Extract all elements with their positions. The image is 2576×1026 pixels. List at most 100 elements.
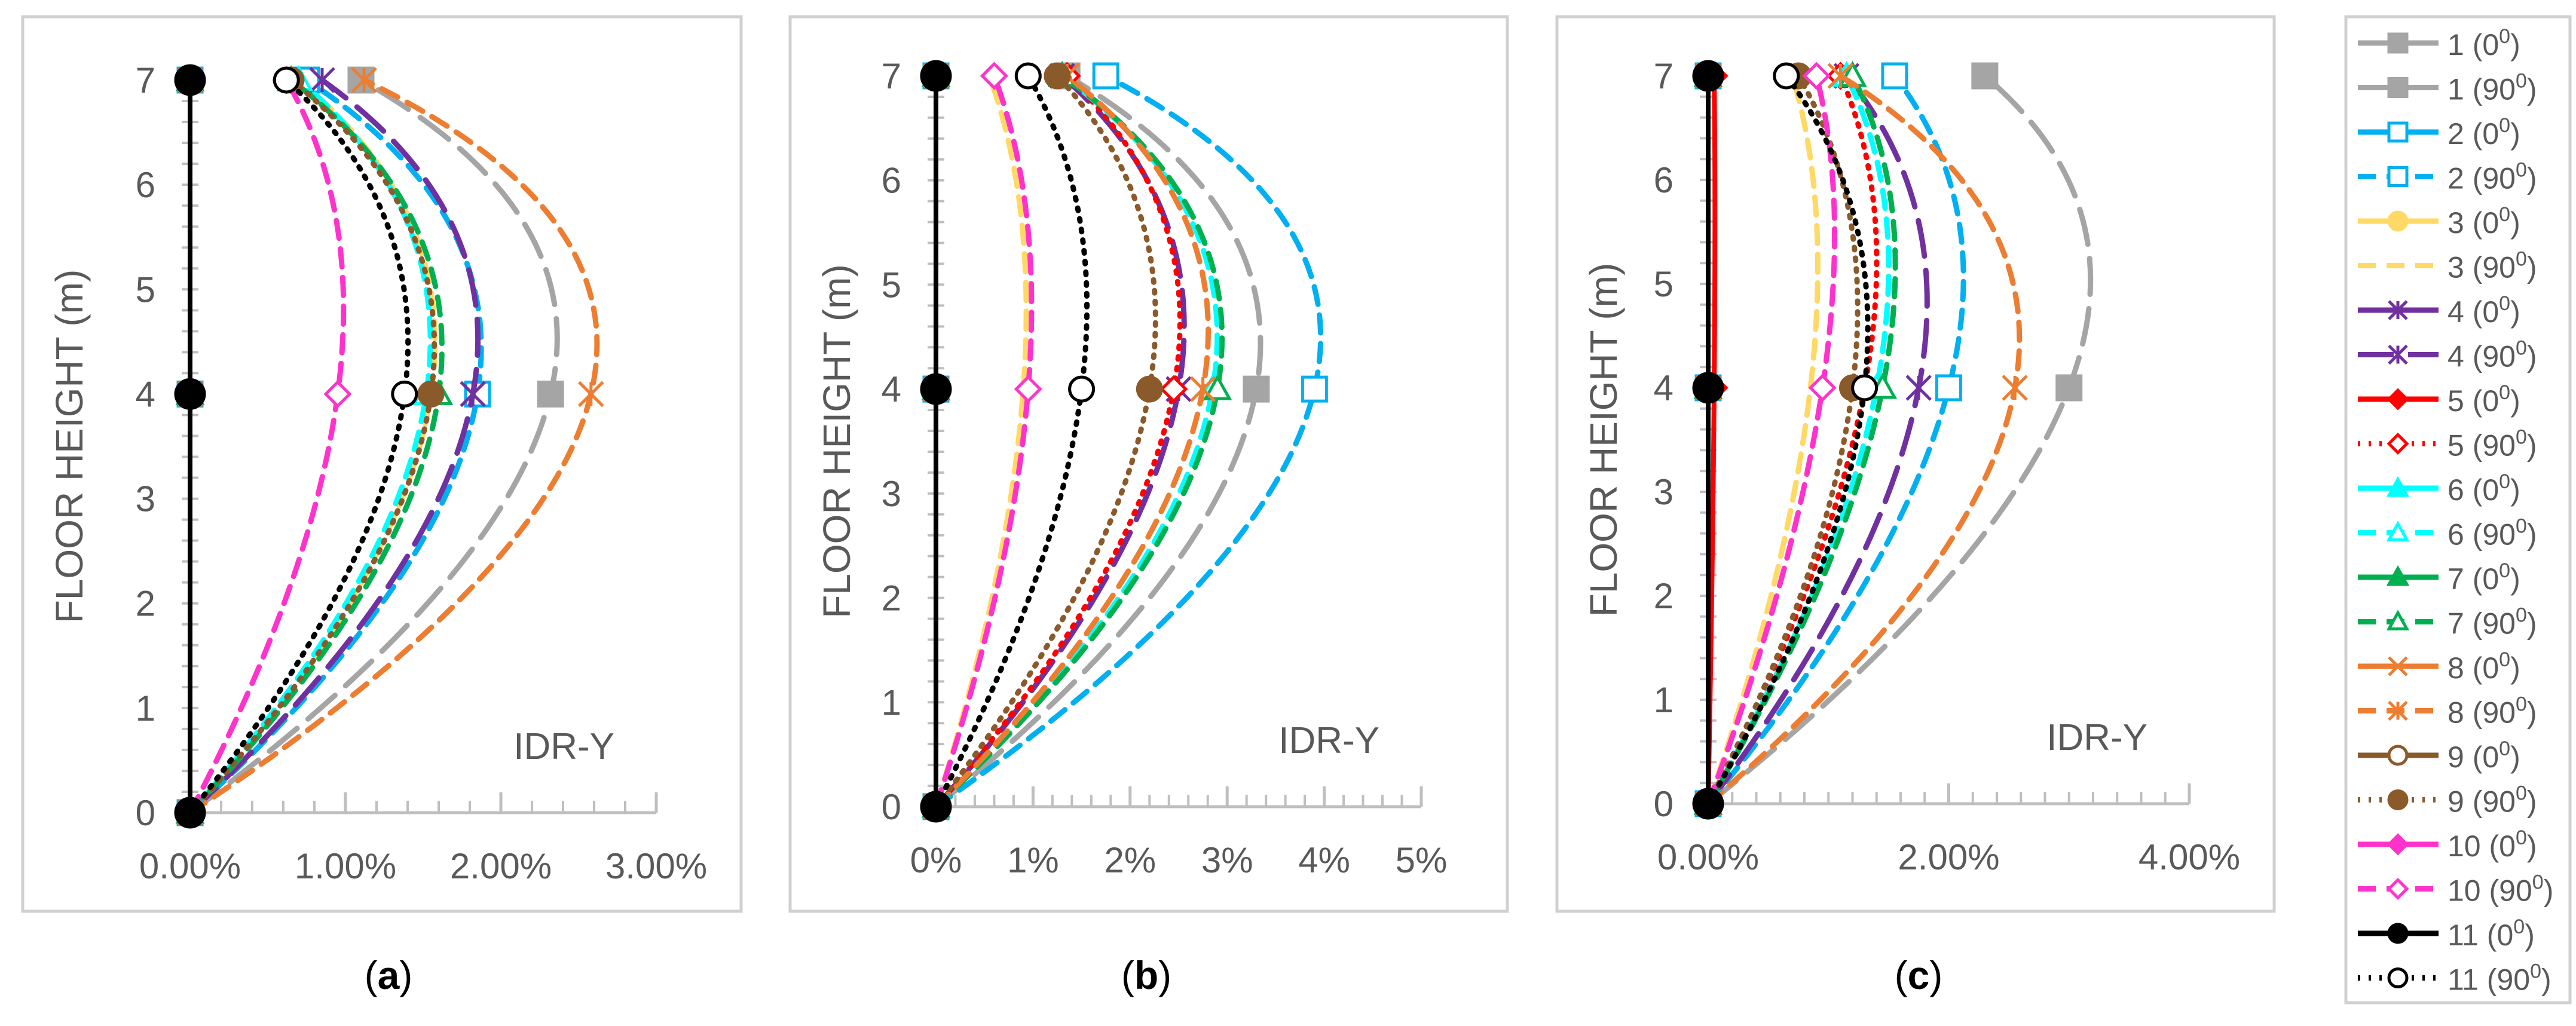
y-tick-label: 4 bbox=[882, 369, 901, 409]
data-point bbox=[351, 67, 377, 93]
panel-b: 0% 1% 2% 3% 4% 5% 0 1 2 3 4 5 6 7 FLOOR HEIGHT (m) IDR-… bbox=[788, 15, 1509, 997]
x-tick-label: 3% bbox=[1201, 840, 1253, 880]
legend-entry-2-90: 2 (900) bbox=[2358, 159, 2537, 195]
legend-label: 11 (900) bbox=[2447, 960, 2551, 997]
series-11-0 bbox=[1692, 60, 1724, 820]
data-point bbox=[174, 64, 206, 96]
idr-annotation: IDR-Y bbox=[513, 726, 614, 767]
legend-entry-1-90: 1 (900) bbox=[2358, 70, 2537, 106]
x-tick-label: 0% bbox=[910, 840, 962, 880]
data-point bbox=[417, 380, 445, 408]
data-point bbox=[920, 791, 952, 823]
legend-label: 9 (00) bbox=[2447, 737, 2520, 774]
legend-label: 11 (00) bbox=[2447, 915, 2535, 952]
data-point bbox=[1189, 376, 1216, 402]
y-tick-label: 6 bbox=[1654, 160, 1674, 200]
y-tick-label: 0 bbox=[1654, 784, 1674, 824]
data-point bbox=[2055, 374, 2083, 402]
legend-entry-8-90: 8 (900) bbox=[2358, 693, 2537, 730]
legend-marker bbox=[2387, 833, 2409, 856]
series-11-0 bbox=[174, 64, 206, 829]
idr-annotation: IDR-Y bbox=[2046, 717, 2147, 758]
data-point bbox=[1243, 375, 1270, 403]
data-point bbox=[460, 381, 486, 408]
data-point bbox=[2002, 375, 2028, 401]
legend-label: 5 (00) bbox=[2447, 381, 2520, 418]
series-line bbox=[187, 77, 438, 816]
data-point bbox=[1851, 374, 1879, 402]
y-tick-label: 7 bbox=[1654, 56, 1674, 96]
legend-marker bbox=[2386, 565, 2410, 586]
x-tick-label: 5% bbox=[1396, 840, 1448, 880]
legend-entry-4-0: 4 (00) bbox=[2358, 292, 2520, 329]
data-point bbox=[1881, 62, 1908, 90]
panel-frame bbox=[21, 15, 743, 913]
idr-annotation: IDR-Y bbox=[1278, 720, 1379, 761]
data-point bbox=[1773, 62, 1800, 90]
y-tick-label: 7 bbox=[136, 60, 155, 100]
legend-label: 6 (00) bbox=[2447, 470, 2520, 507]
x-tick-label: 0.00% bbox=[1657, 837, 1759, 877]
series-line bbox=[933, 73, 1029, 810]
data-point bbox=[1014, 62, 1042, 90]
legend-marker bbox=[2387, 967, 2409, 988]
y-tick-label: 1 bbox=[136, 688, 155, 728]
data-point bbox=[1092, 62, 1119, 90]
legend-marker bbox=[2388, 656, 2408, 676]
legend-label: 1 (900) bbox=[2447, 70, 2537, 106]
legend-label: 4 (900) bbox=[2447, 337, 2537, 373]
data-point bbox=[1971, 62, 1999, 90]
panel-label: (a) bbox=[365, 953, 413, 997]
legend-entry-7-0: 7 (00) bbox=[2358, 559, 2520, 596]
legend-label: 3 (00) bbox=[2447, 203, 2520, 240]
legend-entry-6-0: 6 (00) bbox=[2358, 470, 2520, 507]
legend-marker bbox=[2386, 610, 2410, 630]
legend-label: 8 (00) bbox=[2447, 648, 2520, 685]
legend-marker bbox=[2387, 745, 2409, 766]
legend-label: 6 (900) bbox=[2447, 515, 2537, 552]
legend-frame bbox=[2344, 15, 2572, 1004]
panel-frame bbox=[1555, 15, 2276, 913]
data-point bbox=[980, 62, 1008, 90]
y-tick-label: 1 bbox=[1654, 680, 1674, 720]
legend-entry-5-90: 5 (900) bbox=[2358, 426, 2537, 463]
y-tick-label: 6 bbox=[136, 165, 155, 205]
series-11-0 bbox=[920, 60, 952, 823]
data-point bbox=[174, 378, 206, 410]
legend-label: 2 (00) bbox=[2447, 114, 2520, 151]
legend-label: 8 (900) bbox=[2447, 693, 2537, 730]
legend-entry-3-90: 3 (900) bbox=[2358, 248, 2537, 284]
legend-entry-5-0: 5 (00) bbox=[2358, 381, 2520, 418]
x-tick-label: 2% bbox=[1104, 840, 1156, 880]
x-tick-label: 4% bbox=[1298, 840, 1350, 880]
legend-marker bbox=[2387, 923, 2409, 944]
legend-entry-9-0: 9 (00) bbox=[2358, 737, 2520, 774]
legend-entry-9-90: 9 (900) bbox=[2358, 782, 2537, 819]
legend-label: 3 (900) bbox=[2447, 248, 2537, 284]
legend-marker bbox=[2387, 166, 2409, 187]
data-point bbox=[1935, 374, 1962, 402]
y-tick-label: 4 bbox=[1654, 368, 1674, 408]
data-point bbox=[1014, 375, 1042, 403]
legend-marker bbox=[2387, 32, 2409, 54]
data-point bbox=[1827, 63, 1854, 89]
legend-entry-10-0: 10 (00) bbox=[2358, 826, 2537, 863]
legend-entry-6-90: 6 (900) bbox=[2358, 515, 2537, 552]
y-tick-label: 6 bbox=[882, 161, 901, 201]
y-tick-label: 0 bbox=[136, 793, 155, 833]
legend-entry-1-0: 1 (00) bbox=[2358, 25, 2520, 62]
x-tick-label: 1.00% bbox=[295, 846, 396, 886]
legend-entry-2-0: 2 (00) bbox=[2358, 114, 2520, 151]
series-line bbox=[1705, 73, 1871, 807]
data-point bbox=[323, 379, 352, 408]
legend-label: 4 (00) bbox=[2447, 292, 2520, 329]
legend-entry-3-0: 3 (00) bbox=[2358, 203, 2520, 240]
y-tick-label: 0 bbox=[882, 787, 901, 827]
data-point bbox=[273, 66, 300, 94]
y-tick-label: 1 bbox=[882, 682, 901, 722]
y-tick-label: 2 bbox=[882, 578, 901, 618]
legend-label: 5 (900) bbox=[2447, 426, 2537, 463]
series-3-90 bbox=[933, 73, 1029, 810]
legend-entry-11-90: 11 (900) bbox=[2358, 960, 2551, 997]
